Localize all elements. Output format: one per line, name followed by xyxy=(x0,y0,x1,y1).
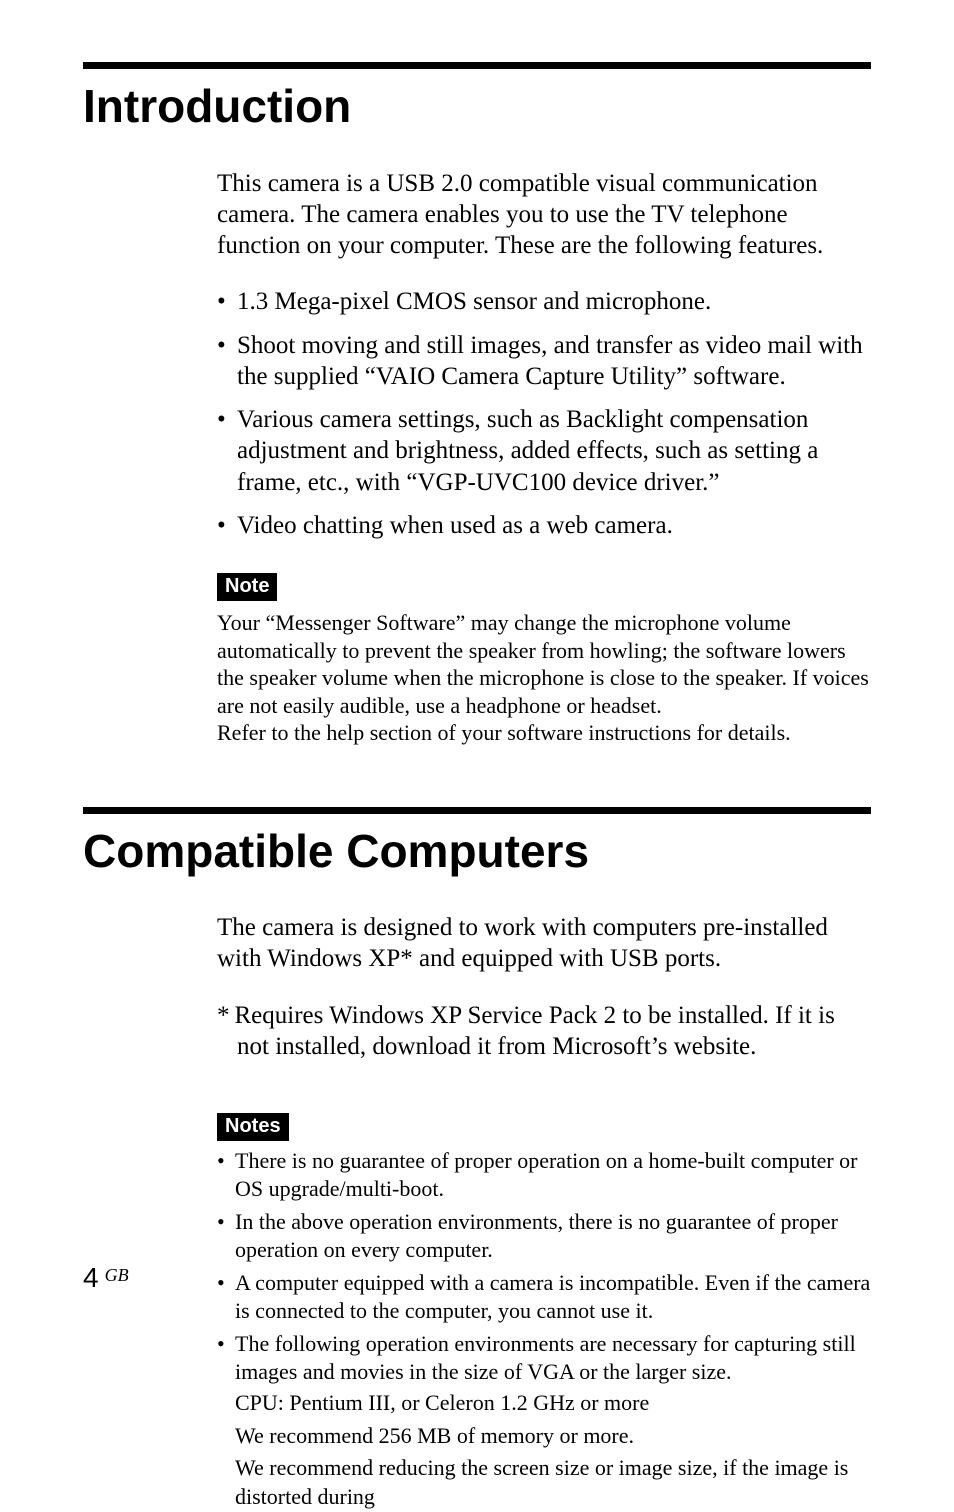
asterisk-note: * Requires Windows XP Service Pack 2 to … xyxy=(217,1000,871,1063)
list-item: Shoot moving and still images, and trans… xyxy=(217,330,871,393)
page-lang: GB xyxy=(105,1265,129,1285)
section-rule xyxy=(83,62,871,69)
section-rule xyxy=(83,807,871,814)
note-item-text: The following operation environments are… xyxy=(235,1331,856,1384)
list-item: The following operation environments are… xyxy=(217,1330,871,1511)
note-item-text: In the above operation environments, the… xyxy=(235,1209,838,1262)
list-item: There is no guarantee of proper operatio… xyxy=(217,1147,871,1202)
list-item: 1.3 Mega-pixel CMOS sensor and microphon… xyxy=(217,286,871,317)
list-item: In the above operation environments, the… xyxy=(217,1208,871,1263)
note-subline: We recommend 256 MB of memory or more. xyxy=(235,1422,871,1451)
section-title-introduction: Introduction xyxy=(83,81,871,132)
notes-badge: Notes xyxy=(217,1113,289,1141)
intro-body: This camera is a USB 2.0 compatible visu… xyxy=(217,168,871,747)
note-subline: We recommend reducing the screen size or… xyxy=(235,1454,871,1511)
list-item: Video chatting when used as a web camera… xyxy=(217,510,871,541)
section-title-compatible: Compatible Computers xyxy=(83,826,871,877)
list-item: Various camera settings, such as Backlig… xyxy=(217,404,871,498)
page: Introduction This camera is a USB 2.0 co… xyxy=(0,0,954,1352)
compatible-intro: The camera is designed to work with comp… xyxy=(217,912,871,975)
note-item-text: There is no guarantee of proper operatio… xyxy=(235,1148,858,1201)
notes-list: There is no guarantee of proper operatio… xyxy=(217,1147,871,1511)
list-item: A computer equipped with a camera is inc… xyxy=(217,1269,871,1324)
compatible-body: The camera is designed to work with comp… xyxy=(217,912,871,1511)
page-num-value: 4 xyxy=(83,1262,99,1293)
page-number: 4 GB xyxy=(83,1262,129,1294)
note-subline: CPU: Pentium III, or Celeron 1.2 GHz or … xyxy=(235,1389,871,1418)
intro-paragraph: This camera is a USB 2.0 compatible visu… xyxy=(217,168,871,262)
note-badge: Note xyxy=(217,573,277,601)
feature-list: 1.3 Mega-pixel CMOS sensor and microphon… xyxy=(217,286,871,541)
note-item-text: A computer equipped with a camera is inc… xyxy=(235,1270,870,1323)
note-text: Your “Messenger Software” may change the… xyxy=(217,609,871,747)
